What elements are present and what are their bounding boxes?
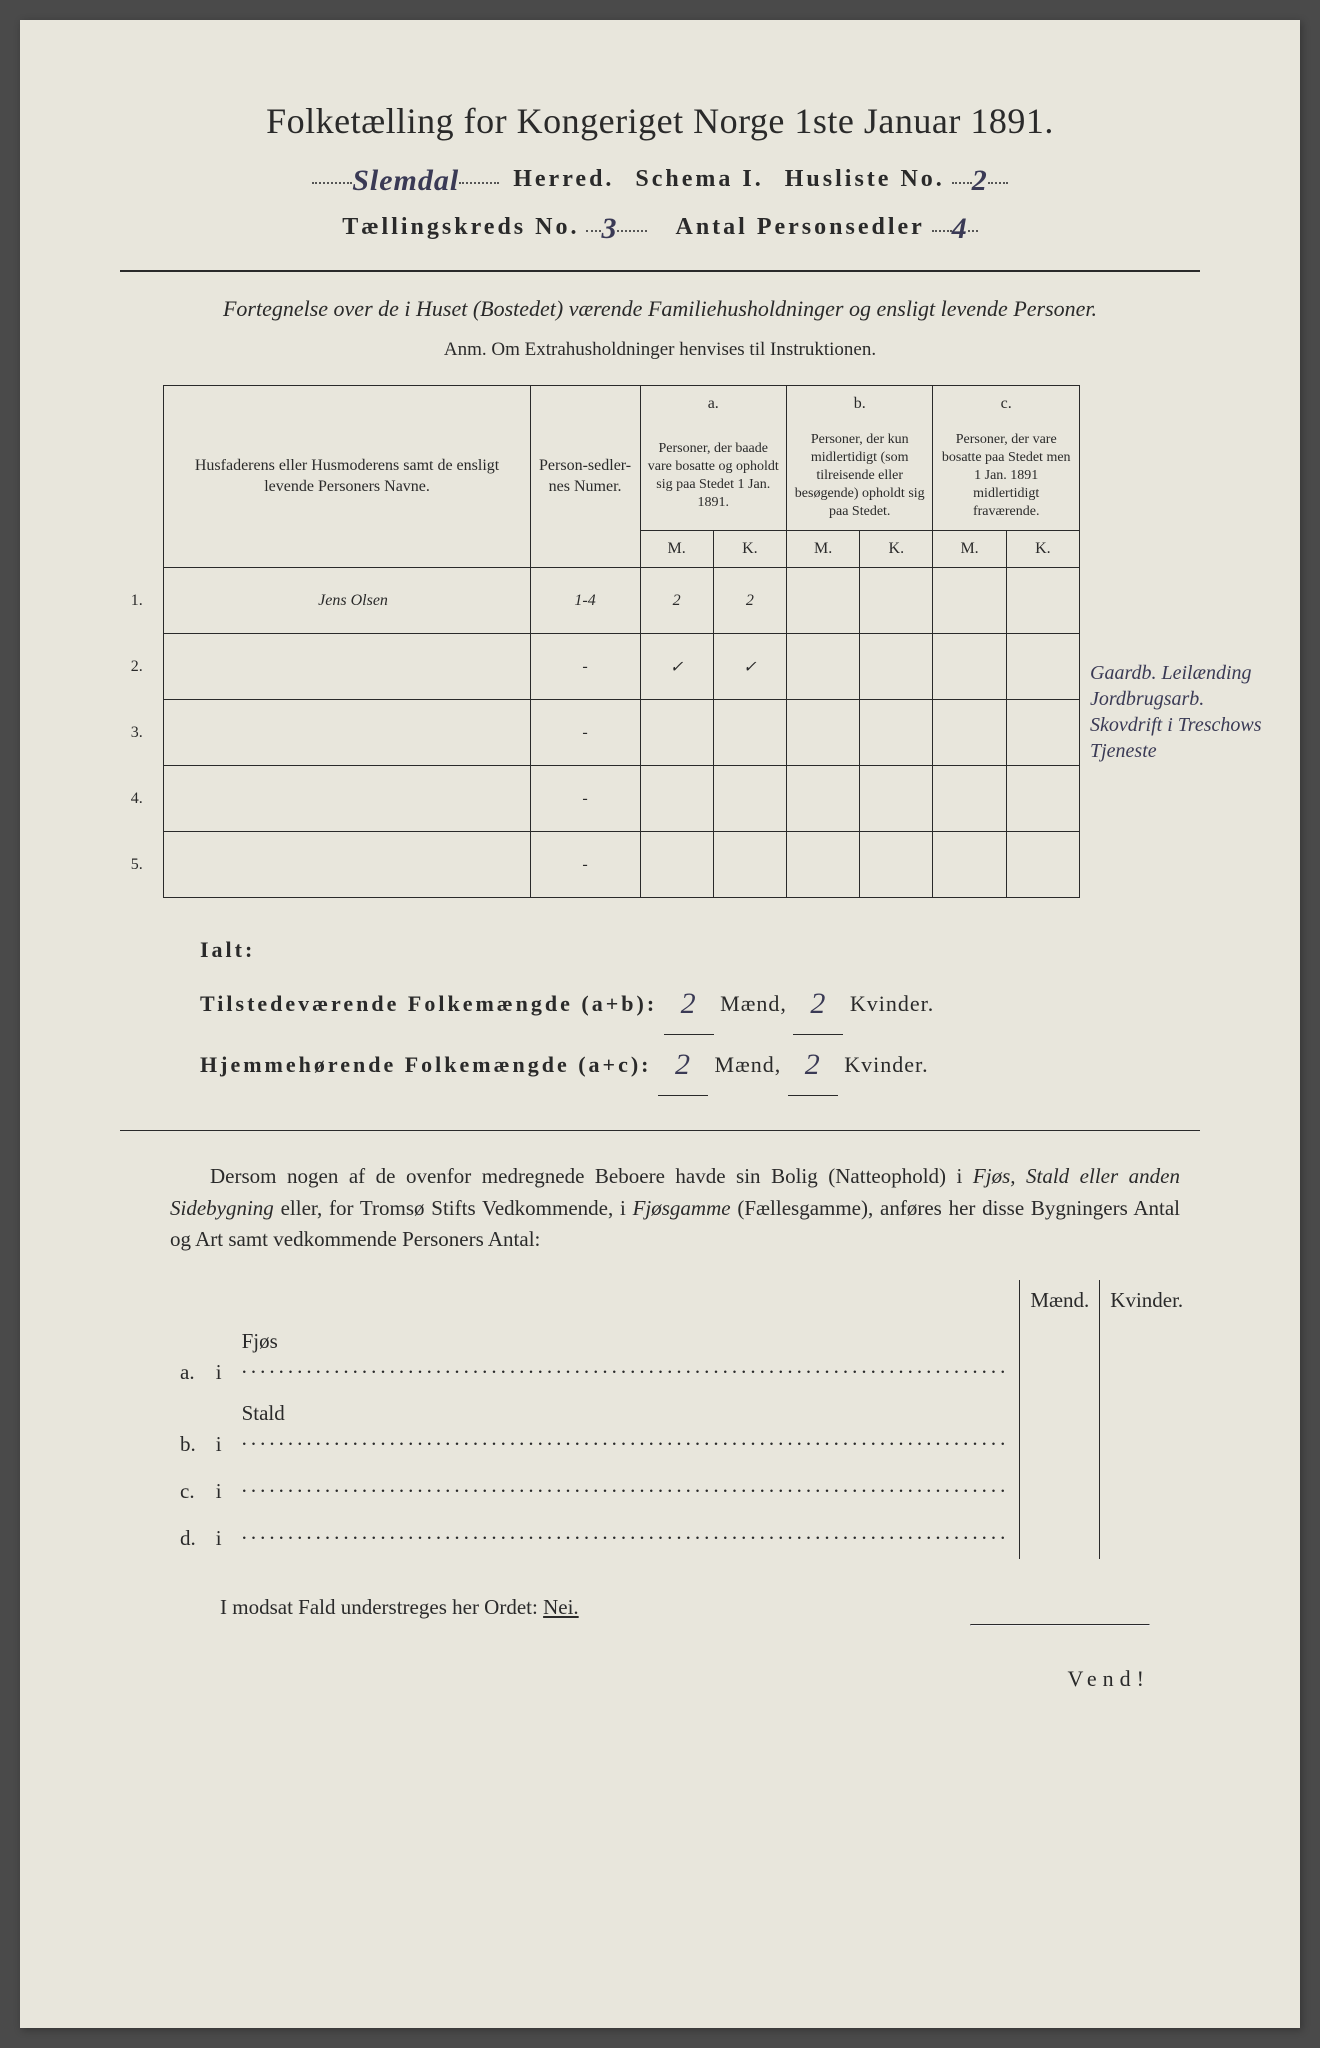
col-c-m: M. xyxy=(933,530,1006,568)
totals-block: Ialt: Tilstedeværende Folkemængde (a+b):… xyxy=(200,928,1200,1094)
row-name: Jens Olsen xyxy=(164,568,530,634)
maend-label-2: Mænd, xyxy=(715,1052,782,1077)
outbuilding-table: Mænd. Kvinder. a. i Fjøs b. i Stald c. i… xyxy=(170,1280,1193,1559)
annotation-note: Anm. Om Extrahusholdninger henvises til … xyxy=(80,339,1240,361)
vend-label: Vend! xyxy=(80,1666,1150,1692)
col-a-m: M. xyxy=(640,530,713,568)
col-header-c: Personer, der vare bosatte paa Stedet me… xyxy=(933,423,1080,530)
row-num: 1-4 xyxy=(530,568,640,634)
census-form-page: Folketælling for Kongeriget Norge 1ste J… xyxy=(20,20,1300,2028)
husliste-label: Husliste No. xyxy=(785,166,945,192)
col-a-k: K. xyxy=(713,530,786,568)
l2-k-hw: 2 xyxy=(788,1035,838,1096)
ob-maend-header: Mænd. xyxy=(1020,1280,1100,1321)
l2-m-hw: 2 xyxy=(658,1035,708,1096)
header-line-1: Slemdal Herred. Schema I. Husliste No. 2 xyxy=(80,160,1240,194)
nei-word: Nei. xyxy=(543,1595,579,1619)
ob-kvinder-header: Kvinder. xyxy=(1100,1280,1193,1321)
schema-label: Schema I. xyxy=(635,166,763,192)
ialt-label: Ialt: xyxy=(200,937,255,962)
col-header-c-top: c. xyxy=(933,385,1080,422)
col-header-b-top: b. xyxy=(786,385,932,422)
l1-k-hw: 2 xyxy=(793,974,843,1035)
kreds-label: Tællingskreds No. xyxy=(342,214,579,240)
household-table: Husfaderens eller Husmoderens samt de en… xyxy=(120,385,1080,899)
table-row: 5. - xyxy=(120,832,1080,898)
col-header-name: Husfaderens eller Husmoderens samt de en… xyxy=(164,385,530,568)
herred-label: Herred. xyxy=(513,166,614,192)
outbuilding-row: c. i xyxy=(170,1465,1193,1512)
kvinder-label-2: Kvinder. xyxy=(844,1052,928,1077)
kvinder-label: Kvinder. xyxy=(850,991,934,1016)
nei-line: I modsat Fald understreges her Ordet: Ne… xyxy=(220,1595,1150,1620)
antal-handwritten: 4 xyxy=(952,212,968,246)
col-b-k: K. xyxy=(860,530,933,568)
subtitle: Fortegnelse over de i Huset (Bostedet) v… xyxy=(80,294,1240,325)
col-b-m: M. xyxy=(786,530,859,568)
table-row: 1. Jens Olsen 1-4 2 2 xyxy=(120,568,1080,634)
hjemme-label: Hjemmehørende Folkemængde (a+c): xyxy=(200,1052,652,1077)
kreds-no-handwritten: 3 xyxy=(601,212,617,246)
col-header-num: Person-sedler-nes Numer. xyxy=(530,385,640,568)
col-header-a: Personer, der baade vare bosatte og opho… xyxy=(640,423,786,530)
page-title: Folketælling for Kongeriget Norge 1ste J… xyxy=(80,100,1240,142)
outbuilding-paragraph: Dersom nogen af de ovenfor medregnede Be… xyxy=(170,1161,1180,1256)
vend-divider xyxy=(970,1624,1150,1626)
col-c-k: K. xyxy=(1006,530,1079,568)
col-header-a-top: a. xyxy=(640,385,786,422)
antal-label: Antal Personsedler xyxy=(675,214,924,240)
header-line-2: Tællingskreds No. 3 Antal Personsedler 4 xyxy=(80,208,1240,242)
l1-m-hw: 2 xyxy=(664,974,714,1035)
divider-2 xyxy=(120,1130,1200,1131)
margin-handwritten-note: Gaardb. Leilænding Jordbrugsarb. Skovdri… xyxy=(1090,660,1270,764)
maend-label: Mænd, xyxy=(720,991,787,1016)
divider-1 xyxy=(120,270,1200,272)
tilstede-label: Tilstedeværende Folkemængde (a+b): xyxy=(200,991,657,1016)
herred-handwritten: Slemdal xyxy=(352,164,459,198)
outbuilding-row: a. i Fjøs xyxy=(170,1321,1193,1393)
husliste-no-handwritten: 2 xyxy=(972,164,988,198)
table-row: 4. - xyxy=(120,766,1080,832)
table-row: 3. - xyxy=(120,700,1080,766)
outbuilding-row: d. i xyxy=(170,1512,1193,1559)
table-row: 2. - ✓ ✓ xyxy=(120,634,1080,700)
outbuilding-row: b. i Stald xyxy=(170,1393,1193,1465)
col-header-b: Personer, der kun midlertidigt (som tilr… xyxy=(786,423,932,530)
